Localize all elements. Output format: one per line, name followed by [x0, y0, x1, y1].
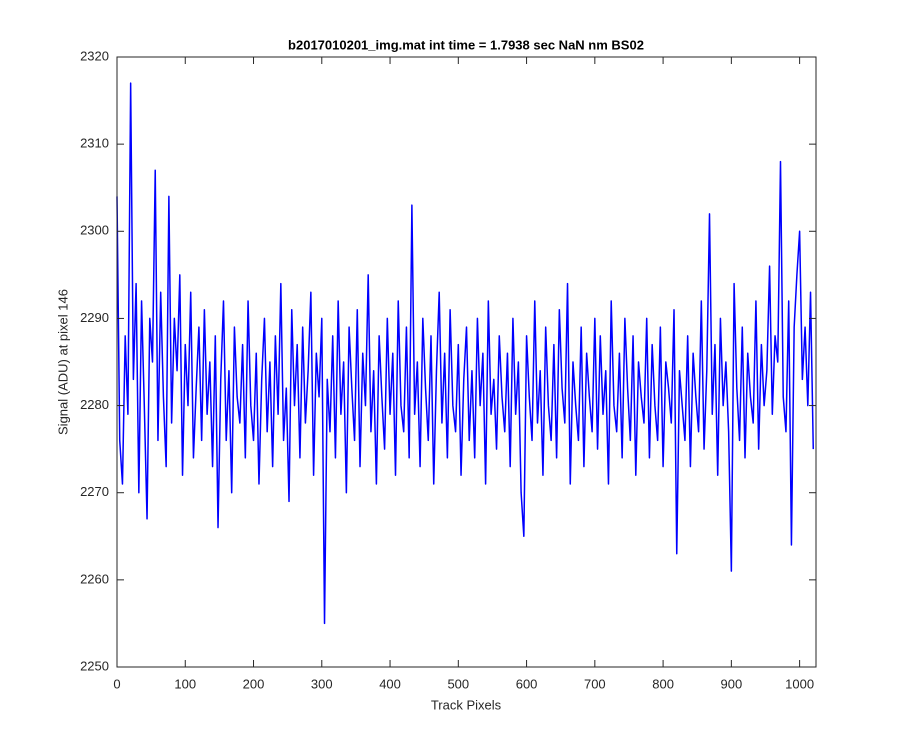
x-tick-label: 100 — [174, 676, 196, 691]
x-tick-label: 500 — [447, 676, 469, 691]
x-tick-label: 0 — [113, 676, 120, 691]
y-tick-label: 2290 — [80, 310, 109, 325]
data-line — [116, 82, 815, 625]
y-tick-label: 2320 — [80, 48, 109, 63]
x-tick-label: 200 — [243, 676, 265, 691]
y-tick-label: 2250 — [80, 658, 109, 673]
x-tick-label: 1000 — [785, 676, 814, 691]
x-tick-label: 400 — [379, 676, 401, 691]
y-tick-label: 2270 — [80, 484, 109, 499]
x-axis-label: Track Pixels — [431, 697, 502, 712]
plot-frame — [116, 56, 817, 668]
chart-title: b2017010201_img.mat int time = 1.7938 se… — [288, 37, 644, 52]
y-tick-label: 2310 — [80, 136, 109, 151]
x-tick-label: 600 — [516, 676, 538, 691]
y-axis-label: Signal (ADU) at pixel 146 — [55, 289, 70, 435]
y-tick-label: 2300 — [80, 223, 109, 238]
y-tick-label: 2260 — [80, 571, 109, 586]
x-tick-label: 300 — [311, 676, 333, 691]
x-tick-label: 800 — [652, 676, 674, 691]
x-tick-label: 700 — [584, 676, 606, 691]
y-tick-label: 2280 — [80, 397, 109, 412]
x-tick-label: 900 — [721, 676, 743, 691]
